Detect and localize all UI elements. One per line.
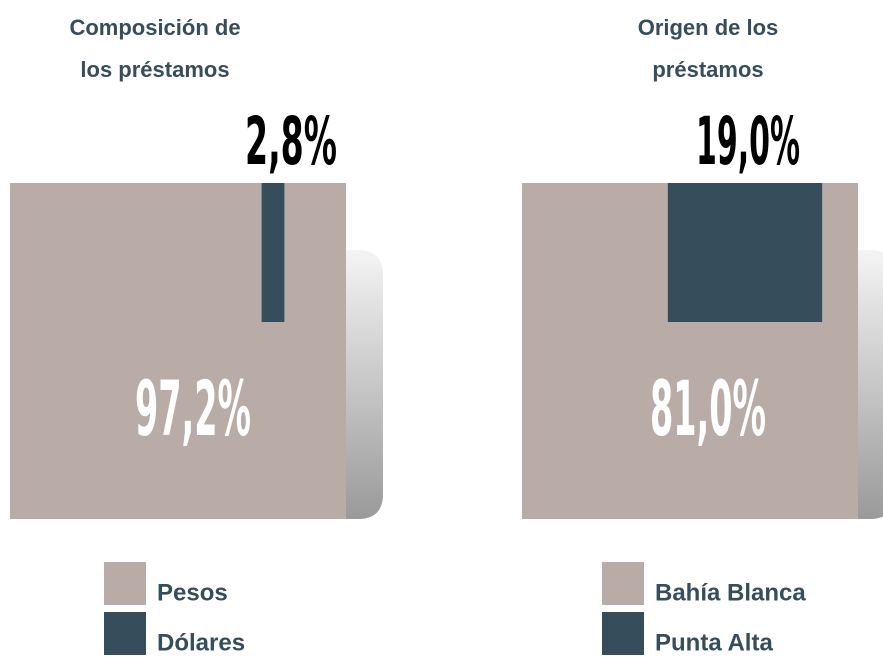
area-share (667, 183, 823, 322)
chart-title: Composición de (69, 15, 240, 40)
chart-title: los préstamos (80, 57, 229, 82)
area-main (10, 183, 346, 519)
legend-swatch (104, 612, 146, 655)
legend-swatch (602, 612, 644, 655)
chart-title: préstamos (652, 57, 763, 82)
area-share (261, 183, 285, 322)
chart-title: Origen de los (638, 15, 779, 40)
legend-label: Punta Alta (655, 629, 773, 656)
value-label: 19,0% (696, 103, 800, 180)
value-label: 2,8% (245, 103, 337, 180)
legend-label: Pesos (157, 579, 228, 606)
legend-swatch (602, 562, 644, 605)
legend-label: Dólares (157, 629, 245, 656)
legend-label: Bahía Blanca (655, 579, 806, 606)
value-label: 97,2% (135, 364, 251, 453)
legend-swatch (104, 562, 146, 605)
value-label: 81,0% (650, 364, 766, 453)
